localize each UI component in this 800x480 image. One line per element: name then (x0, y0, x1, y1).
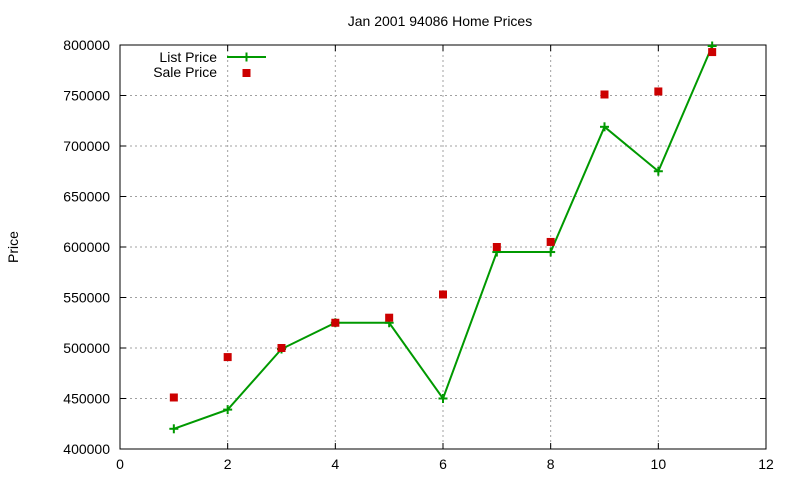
data-point (223, 353, 232, 362)
grid (120, 45, 766, 449)
legend-marker (242, 52, 251, 62)
data-point (600, 122, 609, 132)
data-point (331, 318, 340, 327)
y-tick-label: 750000 (63, 88, 110, 104)
axes: 0 2 4 6 8 10 12 400000 450000 500000 550000 600000 6… (63, 37, 774, 472)
data-point (708, 48, 717, 57)
legend-marker (242, 69, 251, 77)
data-point (223, 405, 233, 415)
legend-label: List Price (159, 49, 217, 65)
y-tick-label: 450000 (63, 391, 110, 407)
y-tick-label: 700000 (63, 138, 110, 154)
x-tick-label: 2 (224, 456, 232, 472)
data-point (492, 243, 501, 251)
chart-title: Jan 2001 94086 Home Prices (348, 13, 532, 29)
data-point (169, 393, 178, 402)
data-point (438, 394, 448, 403)
data-point (546, 237, 555, 246)
y-axis-label: Price (5, 231, 21, 263)
y-tick-label: 400000 (63, 441, 110, 457)
data-point (653, 166, 663, 176)
series-1 (169, 48, 717, 402)
data-point (277, 344, 286, 352)
series (169, 41, 717, 434)
x-tick-label: 10 (651, 456, 667, 472)
data-point (385, 313, 394, 322)
x-tick-label: 12 (758, 456, 774, 472)
y-tick-label: 550000 (63, 290, 110, 306)
y-tick-label: 500000 (63, 340, 110, 356)
x-tick-label: 6 (439, 456, 447, 472)
x-tick-label: 8 (547, 456, 555, 472)
y-tick-label: 800000 (63, 37, 110, 53)
y-tick-label: 650000 (63, 189, 110, 205)
data-point (654, 87, 663, 96)
legend-label: Sale Price (153, 64, 217, 80)
data-point (439, 290, 447, 299)
data-point (600, 90, 609, 99)
data-point (169, 424, 179, 434)
x-tick-label: 0 (116, 456, 124, 472)
x-tick-label: 4 (331, 456, 339, 472)
y-tick-label: 600000 (63, 239, 110, 255)
data-point (546, 247, 556, 257)
